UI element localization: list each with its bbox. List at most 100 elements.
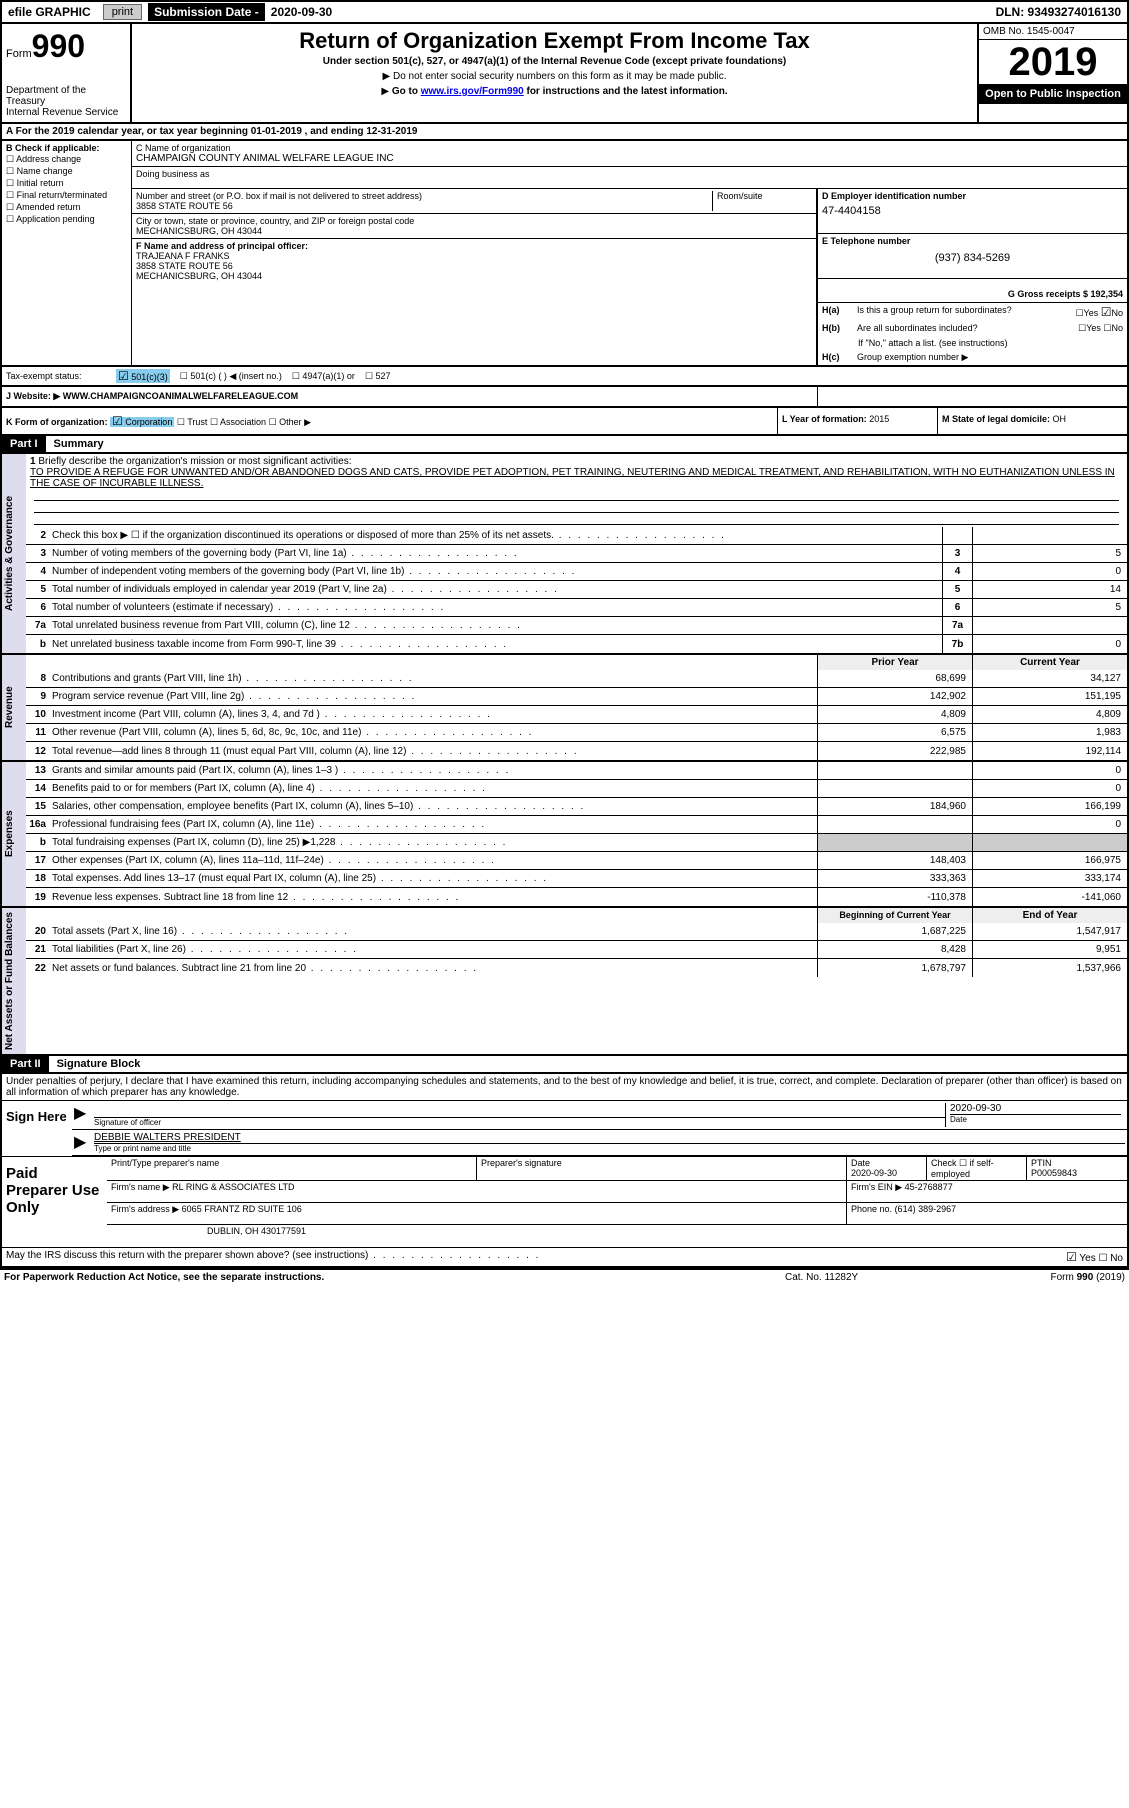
tax-year: 2019 <box>979 40 1127 84</box>
sig-arrow-icon-2: ▶ <box>74 1132 94 1153</box>
signature-block: Under penalties of perjury, I declare th… <box>0 1074 1129 1268</box>
prep-firm-addr1: 6065 FRANTZ RD SUITE 106 <box>182 1204 302 1214</box>
part1-header: Part ISummary <box>0 436 1129 454</box>
phone-label: E Telephone number <box>822 236 910 246</box>
dept-treasury: Department of the Treasury <box>6 85 126 107</box>
form-title: Return of Organization Exempt From Incom… <box>136 28 973 54</box>
mission-text: TO PROVIDE A REFUGE FOR UNWANTED AND/OR … <box>30 467 1115 489</box>
gov-line: 5 Total number of individuals employed i… <box>26 581 1127 599</box>
prep-ptin: P00059843 <box>1031 1168 1123 1178</box>
subtitle-1: Under section 501(c), 527, or 4947(a)(1)… <box>136 56 973 67</box>
data-line: 16a Professional fundraising fees (Part … <box>26 816 1127 834</box>
check-pending[interactable]: ☐ Application pending <box>6 214 127 225</box>
h-b-note: If "No," attach a list. (see instruction… <box>858 338 1007 348</box>
info-grid: B Check if applicable: ☐ Address change … <box>0 141 1129 367</box>
status-527[interactable]: ☐ 527 <box>365 371 391 382</box>
sig-nametitle-label: Type or print name and title <box>94 1143 1125 1153</box>
data-line: 17 Other expenses (Part IX, column (A), … <box>26 852 1127 870</box>
h-b-text: Are all subordinates included? <box>857 323 1078 334</box>
k-corp[interactable]: ☑ Corporation <box>110 417 174 427</box>
vlabel-expenses: Expenses <box>2 762 26 906</box>
org-name-label: C Name of organization <box>136 143 1123 153</box>
h-b-yn[interactable]: ☐Yes ☐No <box>1078 323 1123 334</box>
sig-date-label: Date <box>950 1114 1121 1124</box>
data-line: 21 Total liabilities (Part X, line 26) 8… <box>26 941 1127 959</box>
data-line: 15 Salaries, other compensation, employe… <box>26 798 1127 816</box>
dln: DLN: 93493274016130 <box>990 3 1127 21</box>
prep-name-hdr: Print/Type preparer's name <box>107 1157 477 1180</box>
print-button[interactable]: print <box>103 4 142 20</box>
vlabel-net: Net Assets or Fund Balances <box>2 908 26 1054</box>
data-line: 14 Benefits paid to or for members (Part… <box>26 780 1127 798</box>
sig-name-title: DEBBIE WALTERS PRESIDENT <box>94 1132 1125 1143</box>
h-c-label: H(c) <box>822 352 857 363</box>
status-label: Tax-exempt status: <box>6 371 106 381</box>
check-name[interactable]: ☐ Name change <box>6 166 127 177</box>
k-assoc[interactable]: ☐ Association <box>210 417 266 427</box>
footer: For Paperwork Reduction Act Notice, see … <box>0 1268 1129 1285</box>
status-501c3[interactable]: ☑ 501(c)(3) <box>116 369 170 383</box>
h-a-label: H(a) <box>822 305 857 319</box>
ein-label: D Employer identification number <box>822 191 966 201</box>
status-4947[interactable]: ☐ 4947(a)(1) or <box>292 371 355 382</box>
data-line: 8 Contributions and grants (Part VIII, l… <box>26 670 1127 688</box>
form990-link[interactable]: www.irs.gov/Form990 <box>421 86 524 97</box>
open-public: Open to Public Inspection <box>979 84 1127 104</box>
k-other[interactable]: ☐ Other ▶ <box>269 417 312 427</box>
net-assets-section: Net Assets or Fund Balances Beginning of… <box>0 908 1129 1056</box>
gov-line: 6 Total number of volunteers (estimate i… <box>26 599 1127 617</box>
h-c-text: Group exemption number ▶ <box>857 352 1123 363</box>
website-row: J Website: ▶ WWW.CHAMPAIGNCOANIMALWELFAR… <box>0 387 1129 408</box>
status-501c[interactable]: ☐ 501(c) ( ) ◀ (insert no.) <box>180 371 282 382</box>
discuss-yn[interactable]: ☑ Yes ☐ No <box>1066 1250 1123 1264</box>
discuss-row: May the IRS discuss this return with the… <box>2 1247 1127 1266</box>
k-trust[interactable]: ☐ Trust <box>177 417 208 427</box>
omb-number: OMB No. 1545-0047 <box>979 24 1127 40</box>
dba-label: Doing business as <box>132 167 1127 189</box>
footer-form: Form 990 (2019) <box>985 1272 1125 1283</box>
data-line: 10 Investment income (Part VIII, column … <box>26 706 1127 724</box>
gov-line: 7a Total unrelated business revenue from… <box>26 617 1127 635</box>
submission-date-label: Submission Date - <box>148 3 265 21</box>
officer-street: 3858 STATE ROUTE 56 <box>136 261 812 271</box>
data-line: 19 Revenue less expenses. Subtract line … <box>26 888 1127 906</box>
part2-header: Part IISignature Block <box>0 1056 1129 1074</box>
sign-here-label: Sign Here <box>2 1101 72 1156</box>
prep-self-emp[interactable]: Check ☐ if self-employed <box>927 1157 1027 1180</box>
rev-col-header: Prior Year Current Year <box>26 655 1127 670</box>
data-line: 22 Net assets or fund balances. Subtract… <box>26 959 1127 977</box>
street-label: Number and street (or P.O. box if mail i… <box>136 191 712 201</box>
check-amended[interactable]: ☐ Amended return <box>6 202 127 213</box>
gov-line: 4 Number of independent voting members o… <box>26 563 1127 581</box>
h-a-yn[interactable]: ☐Yes ☑No <box>1075 305 1123 319</box>
subtitle-2: Do not enter social security numbers on … <box>136 71 973 82</box>
officer-label: F Name and address of principal officer: <box>136 241 812 251</box>
activities-governance: Activities & Governance 1 Briefly descri… <box>0 454 1129 655</box>
form-header: Form990 Department of the Treasury Inter… <box>0 24 1129 124</box>
h-b-label: H(b) <box>822 323 857 334</box>
vlabel-governance: Activities & Governance <box>2 454 26 653</box>
data-line: 18 Total expenses. Add lines 13–17 (must… <box>26 870 1127 888</box>
vlabel-revenue: Revenue <box>2 655 26 760</box>
form-number: Form990 <box>6 28 126 65</box>
gov-line: b Net unrelated business taxable income … <box>26 635 1127 653</box>
check-address[interactable]: ☐ Address change <box>6 154 127 165</box>
efile-label: efile GRAPHIC <box>2 3 97 21</box>
year-formation: 2015 <box>869 414 889 424</box>
prep-phone: (614) 389-2967 <box>895 1204 957 1214</box>
footer-paperwork: For Paperwork Reduction Act Notice, see … <box>4 1272 785 1283</box>
gov-line: 3 Number of voting members of the govern… <box>26 545 1127 563</box>
prep-firm-name: RL RING & ASSOCIATES LTD <box>172 1182 294 1192</box>
city-value: MECHANICSBURG, OH 43044 <box>136 226 812 236</box>
data-line: b Total fundraising expenses (Part IX, c… <box>26 834 1127 852</box>
gross-receipts: G Gross receipts $ 192,354 <box>818 279 1127 303</box>
data-line: 9 Program service revenue (Part VIII, li… <box>26 688 1127 706</box>
state-domicile: OH <box>1053 414 1067 424</box>
street-value: 3858 STATE ROUTE 56 <box>136 201 712 211</box>
paid-preparer-label: Paid Preparer Use Only <box>2 1157 107 1247</box>
check-initial[interactable]: ☐ Initial return <box>6 178 127 189</box>
sig-officer-label: Signature of officer <box>94 1117 945 1127</box>
k-org-row: K Form of organization: ☑ Corporation ☐ … <box>0 408 1129 436</box>
data-line: 13 Grants and similar amounts paid (Part… <box>26 762 1127 780</box>
check-final[interactable]: ☐ Final return/terminated <box>6 190 127 201</box>
